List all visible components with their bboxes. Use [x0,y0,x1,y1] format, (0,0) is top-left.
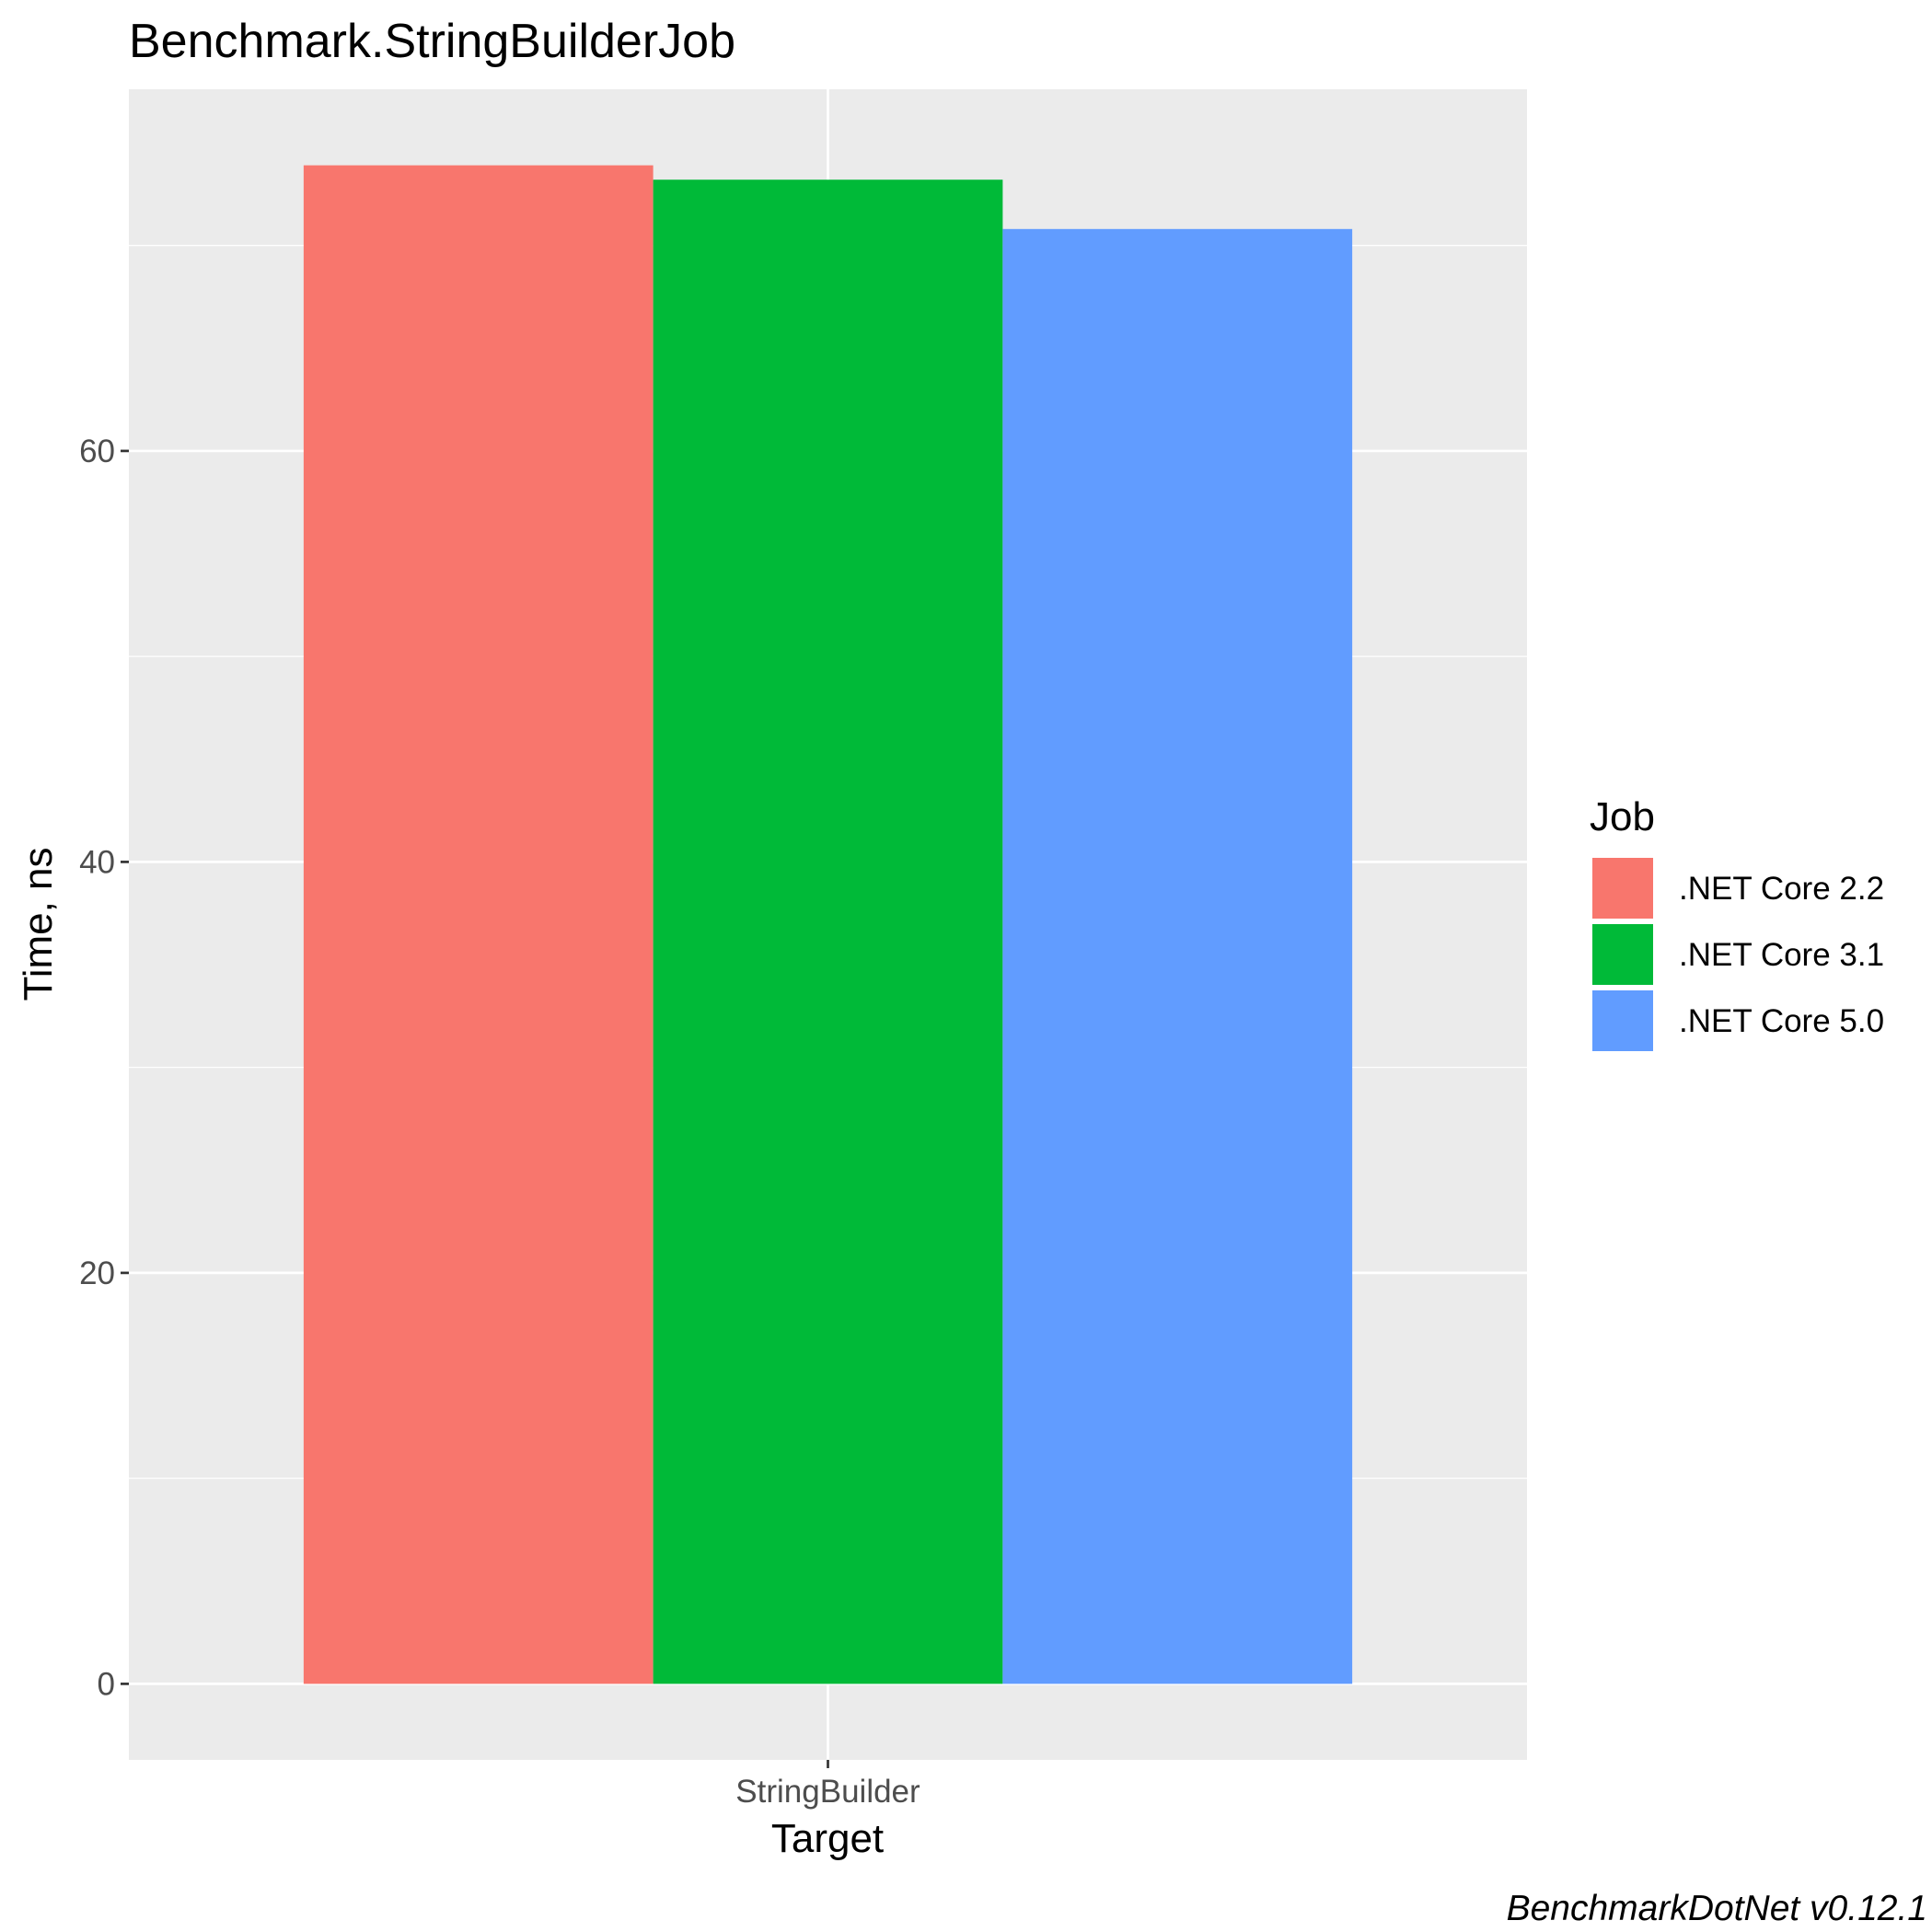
x-axis: StringBuilder [735,1760,920,1810]
y-tick-label: 40 [79,844,115,880]
y-tick-label: 20 [79,1255,115,1291]
legend-key [1591,922,1655,987]
legend: Job .NET Core 2.2 .NET Core 3.1 .NET Core … [1590,794,1884,1053]
y-tick-label: 60 [79,434,115,469]
legend-label: .NET Core 2.2 [1679,871,1884,907]
y-axis: 0 20 40 60 [79,434,129,1702]
y-axis-title: Time, ns [16,847,61,1001]
legend-label: .NET Core 3.1 [1679,937,1884,973]
legend-key [1591,989,1655,1053]
bar [303,165,654,1684]
legend-label: .NET Core 5.0 [1679,1003,1884,1039]
y-tick-label: 0 [98,1666,115,1702]
caption: BenchmarkDotNet v0.12.1 [1507,1889,1927,1928]
bar [653,179,1003,1684]
bars [303,165,1353,1684]
chart-title: Benchmark.StringBuilderJob [129,15,735,68]
x-tick-label: StringBuilder [735,1774,920,1810]
x-axis-title: Target [771,1816,884,1861]
legend-title: Job [1590,794,1655,839]
bar [1002,228,1353,1684]
legend-key [1591,856,1655,920]
